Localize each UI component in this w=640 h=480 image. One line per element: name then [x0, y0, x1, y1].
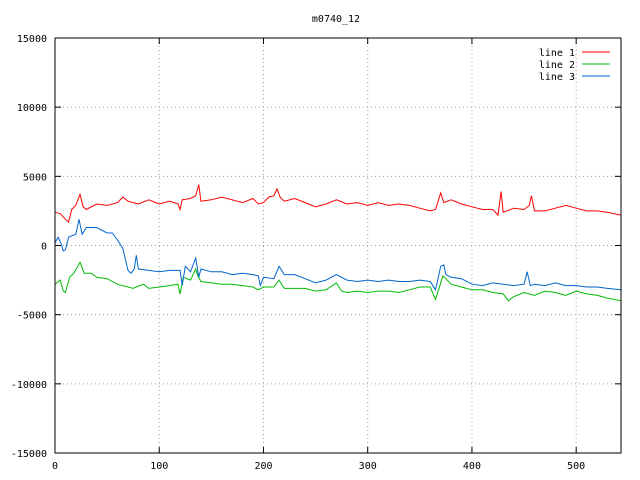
legend-label: line 1 [539, 48, 575, 59]
plot-frame [54, 37, 622, 454]
x-tick-label: 0 [52, 461, 58, 472]
y-tick-label: 10000 [17, 103, 47, 114]
chart-title: m0740_12 [312, 14, 360, 25]
axis-ticks: 0 100 200 300 400 500 -15000 -10000 -5000 0 5000 10… [11, 34, 621, 472]
series-2-line [54, 260, 622, 302]
x-tick-label: 200 [254, 461, 272, 472]
series-1-line [54, 184, 622, 223]
y-tick-label: 0 [41, 242, 47, 253]
legend-label: line 2 [539, 60, 575, 71]
y-tick-label: 5000 [23, 172, 47, 183]
x-tick-label: 300 [359, 461, 377, 472]
y-tick-label: 15000 [17, 34, 47, 45]
x-tick-label: 400 [463, 461, 481, 472]
grid [55, 38, 621, 453]
y-tick-label: -10000 [11, 380, 47, 391]
x-tick-label: 100 [150, 461, 168, 472]
y-tick-label: -5000 [17, 311, 47, 322]
series-3-line [54, 219, 622, 292]
legend-label: line 3 [539, 72, 575, 83]
x-tick-label: 500 [567, 461, 585, 472]
series-lines [54, 184, 622, 302]
y-tick-label: -15000 [11, 449, 47, 460]
